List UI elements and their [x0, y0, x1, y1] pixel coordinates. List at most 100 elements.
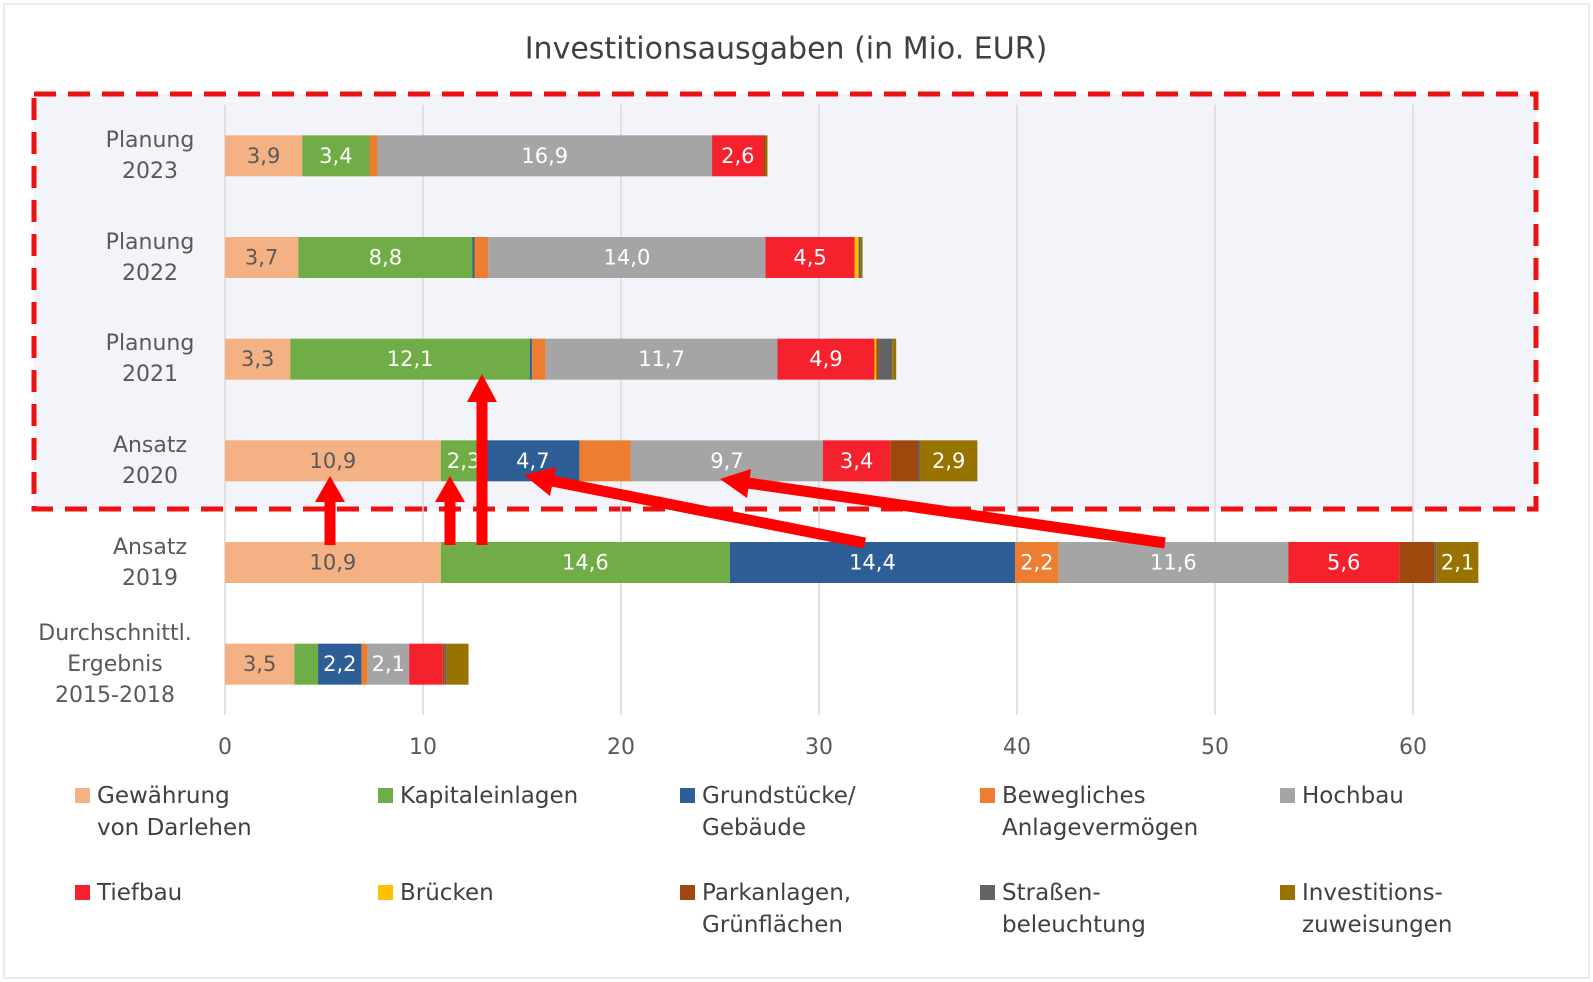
data-label: 12,1: [387, 347, 434, 371]
bar-segment: [409, 643, 443, 685]
bar-segment: [892, 338, 897, 380]
legend-entry: Gewährung von Darlehen: [75, 780, 277, 844]
bar-segment: [225, 237, 299, 278]
bar-segment: [302, 135, 370, 177]
legend-label: Straßen-beleuchtung: [1002, 880, 1146, 938]
bar-segment: [444, 643, 447, 685]
legend-label: Investitions-zuweisungen: [1302, 880, 1453, 938]
bar-segment: [225, 643, 295, 685]
arrow-head: [720, 469, 751, 498]
arrows: [315, 374, 1166, 549]
arrow: [550, 475, 867, 549]
data-label: 3,9: [247, 144, 280, 168]
bar-segment: [874, 338, 877, 380]
data-label: 14,0: [604, 246, 651, 270]
bar-segment: [765, 237, 855, 278]
chart-title: Investitionsausgaben (in Mio. EUR): [525, 32, 1048, 67]
data-label: 9,7: [710, 449, 743, 473]
legend-entry: Tiefbau: [75, 877, 337, 909]
data-label: 4,5: [793, 246, 826, 270]
data-label: 10,9: [310, 551, 357, 575]
arrow-head: [435, 476, 465, 502]
data-label: 2,3: [447, 449, 480, 473]
bar-segment: [361, 643, 368, 685]
legend-label: Gewährung von Darlehen: [97, 783, 252, 841]
bar-segment: [630, 440, 823, 482]
x-tick-label: 30: [805, 735, 833, 760]
data-label: 14,6: [562, 551, 609, 575]
bar-segment: [858, 237, 861, 278]
legend-label: Kapitaleinlagen: [400, 783, 579, 809]
legend-swatch: [980, 885, 995, 900]
bar-segment: [290, 338, 530, 380]
bar-segment: [765, 135, 768, 177]
legend-swatch: [75, 788, 90, 803]
legend-swatch: [680, 788, 695, 803]
data-label: 2,1: [1441, 551, 1474, 575]
bar-segment: [1399, 542, 1435, 583]
legend-entry: Kapitaleinlagen: [378, 780, 640, 812]
data-label: 8,8: [369, 246, 402, 270]
bar-segment: [729, 542, 1016, 583]
bar-segment: [318, 643, 362, 685]
x-tick-label: 0: [218, 735, 232, 760]
legend-swatch: [1280, 885, 1295, 900]
data-label: 3,4: [840, 449, 873, 473]
x-tick-label: 10: [409, 735, 437, 760]
arrow-head: [467, 374, 497, 402]
data-label: 4,7: [516, 449, 549, 473]
bar-segment: [529, 338, 532, 380]
bar-segment: [446, 643, 469, 685]
data-label: 16,9: [521, 144, 568, 168]
bar-segment: [777, 338, 875, 380]
legend-label: Parkanlagen, Grünflächen: [702, 880, 852, 938]
legend-swatch: [680, 885, 695, 900]
bar-segment: [890, 440, 918, 482]
data-label: 4,9: [809, 347, 842, 371]
bar-segment: [1288, 542, 1400, 583]
bar-segment: [225, 542, 441, 583]
data-label: 3,7: [245, 246, 278, 270]
data-label: 2,9: [932, 449, 965, 473]
bar-segment: [298, 237, 473, 278]
data-label: 2,1: [372, 652, 405, 676]
data-label: 2,2: [1020, 551, 1053, 575]
data-label: 11,7: [638, 347, 685, 371]
x-tick-label: 50: [1201, 735, 1229, 760]
bar-segment: [876, 338, 879, 380]
data-label: 3,4: [319, 144, 352, 168]
legend-entry: Brücken: [378, 877, 640, 909]
data-label: 14,4: [849, 551, 896, 575]
y-tick-label: Planung 2022: [105, 229, 195, 286]
legend-label: Grundstücke/ Gebäude: [702, 783, 856, 841]
legend-label: Bewegliches Anlagevermögen: [1002, 783, 1199, 841]
bar-segment: [442, 643, 445, 685]
bar-segment: [369, 135, 378, 177]
y-tick-label: Ansatz 2020: [112, 432, 188, 489]
bar-segment: [919, 440, 978, 482]
bar-segment: [225, 440, 441, 482]
bar-segment: [1434, 542, 1437, 583]
data-label: 10,9: [310, 449, 357, 473]
y-tick-label: Planung 2023: [105, 127, 195, 184]
bar-segment: [367, 643, 410, 685]
bar-segment: [763, 135, 766, 177]
y-tick-label: Planung 2021: [105, 331, 195, 388]
legend-label: Tiefbau: [97, 880, 183, 906]
bar-segment: [1436, 542, 1479, 583]
legend-swatch: [75, 885, 90, 900]
bar-segment: [225, 338, 291, 380]
bar-segment: [822, 440, 891, 482]
data-label: 3,5: [243, 652, 276, 676]
legend-swatch: [1280, 788, 1295, 803]
legend-swatch: [980, 788, 995, 803]
arrow-head: [315, 476, 345, 502]
legend-entry: Investitions-zuweisungen: [1280, 877, 1542, 941]
bar-segment: [488, 237, 766, 278]
bar-segment: [545, 338, 778, 380]
y-tick-label: Ansatz 2019: [112, 534, 188, 591]
legend-label: Hochbau: [1302, 783, 1404, 809]
bar-segment: [854, 237, 859, 278]
